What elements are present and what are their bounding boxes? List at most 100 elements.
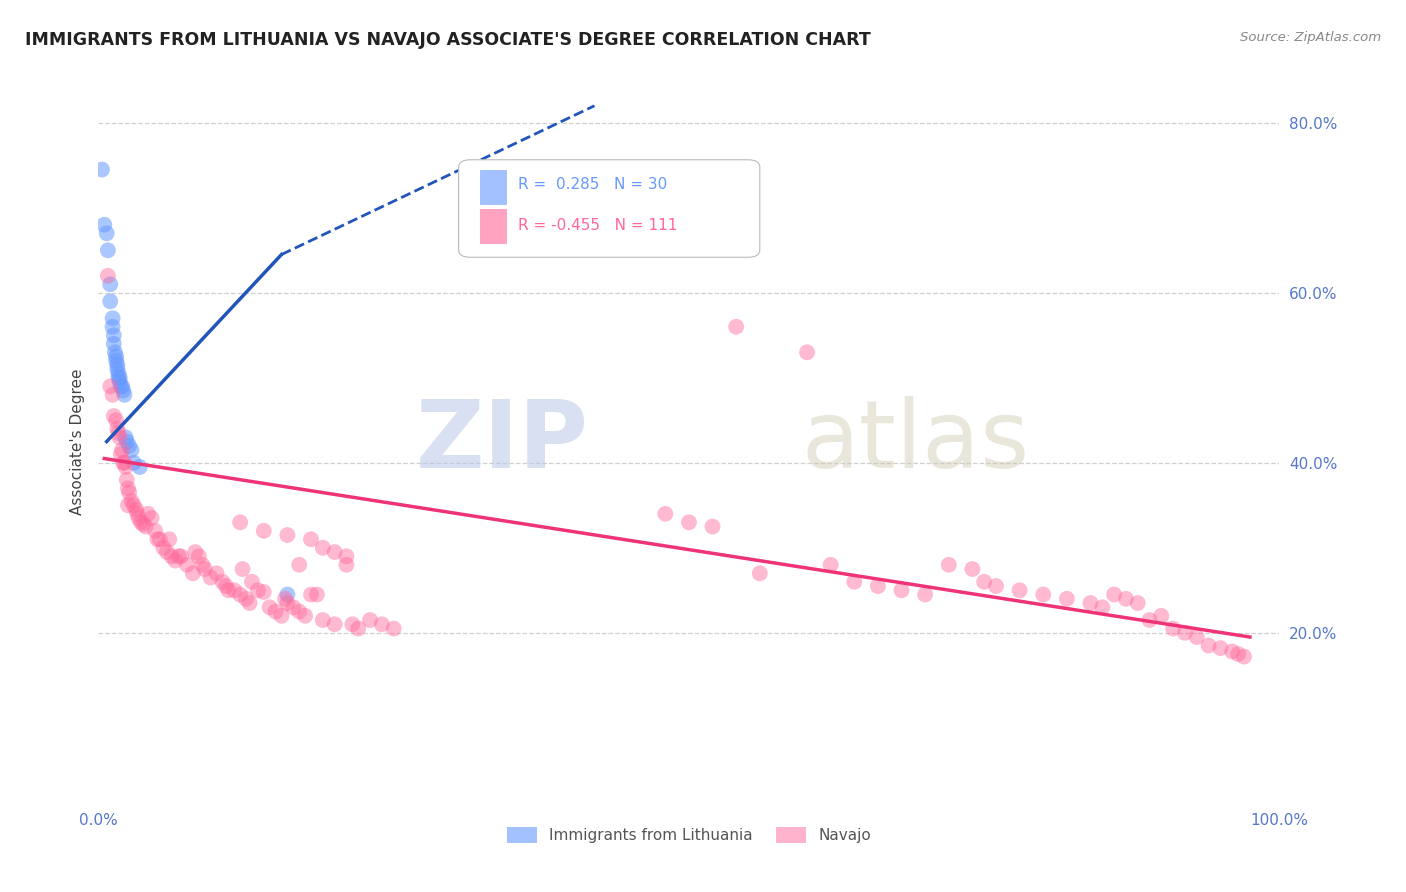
Point bbox=[98, 277, 121, 292]
Point bbox=[112, 456, 135, 470]
Point bbox=[101, 388, 124, 402]
Point bbox=[235, 591, 257, 606]
Point bbox=[1198, 639, 1220, 653]
Text: ZIP: ZIP bbox=[416, 395, 589, 488]
Point bbox=[111, 443, 134, 458]
Point bbox=[283, 600, 305, 615]
Point bbox=[167, 549, 190, 564]
Point bbox=[105, 358, 128, 372]
Point bbox=[117, 498, 139, 512]
Point bbox=[342, 617, 364, 632]
Point bbox=[136, 507, 159, 521]
Point bbox=[229, 516, 252, 530]
Point bbox=[1056, 591, 1078, 606]
Point bbox=[105, 353, 128, 368]
Point bbox=[1150, 608, 1173, 623]
Point bbox=[1220, 644, 1243, 658]
Point bbox=[1174, 625, 1197, 640]
Point bbox=[97, 244, 120, 258]
Point bbox=[274, 591, 297, 606]
Point bbox=[103, 409, 125, 423]
Point bbox=[118, 439, 141, 453]
Text: atlas: atlas bbox=[801, 395, 1029, 488]
Point bbox=[276, 596, 298, 610]
Point bbox=[107, 425, 129, 440]
Point bbox=[347, 622, 370, 636]
Point bbox=[105, 422, 128, 436]
Point bbox=[323, 545, 346, 559]
Point bbox=[129, 516, 152, 530]
Point bbox=[122, 498, 145, 512]
Point bbox=[253, 585, 276, 599]
Point bbox=[187, 549, 209, 564]
Point bbox=[107, 371, 129, 385]
Point bbox=[259, 600, 281, 615]
Point bbox=[117, 481, 139, 495]
Point bbox=[91, 162, 114, 177]
Point bbox=[101, 319, 124, 334]
Point bbox=[973, 574, 995, 589]
Point bbox=[105, 413, 128, 427]
Point bbox=[156, 545, 179, 559]
Point bbox=[127, 507, 149, 521]
Point bbox=[105, 350, 128, 364]
Point bbox=[224, 583, 246, 598]
Point bbox=[122, 456, 145, 470]
Point bbox=[170, 549, 193, 564]
Point bbox=[270, 608, 292, 623]
Point bbox=[98, 379, 121, 393]
Point bbox=[312, 613, 335, 627]
Point bbox=[205, 566, 228, 581]
Point bbox=[962, 562, 984, 576]
Point bbox=[118, 485, 141, 500]
Point bbox=[104, 345, 127, 359]
Point bbox=[135, 519, 157, 533]
Point bbox=[111, 379, 134, 393]
Point bbox=[143, 524, 166, 538]
Point bbox=[276, 528, 298, 542]
Point bbox=[1008, 583, 1031, 598]
Point bbox=[702, 519, 724, 533]
Point bbox=[191, 558, 214, 572]
Point bbox=[1102, 588, 1125, 602]
Point bbox=[125, 502, 148, 516]
Point bbox=[1115, 591, 1137, 606]
Point bbox=[112, 456, 135, 470]
Point bbox=[359, 613, 381, 627]
Point bbox=[890, 583, 912, 598]
Point bbox=[1209, 641, 1232, 656]
Text: R =  0.285   N = 30: R = 0.285 N = 30 bbox=[517, 177, 666, 192]
Legend: Immigrants from Lithuania, Navajo: Immigrants from Lithuania, Navajo bbox=[501, 822, 877, 849]
Point bbox=[1080, 596, 1102, 610]
Point bbox=[288, 558, 311, 572]
Point bbox=[115, 473, 138, 487]
Bar bbox=[479, 209, 506, 244]
Point bbox=[176, 558, 198, 572]
Point bbox=[382, 622, 405, 636]
Point bbox=[229, 588, 252, 602]
Point bbox=[110, 379, 132, 393]
Point bbox=[1091, 600, 1114, 615]
Point bbox=[132, 516, 155, 531]
Point bbox=[335, 558, 357, 572]
Point bbox=[1185, 630, 1208, 644]
Point bbox=[108, 430, 131, 444]
Point bbox=[121, 494, 143, 508]
Text: R = -0.455   N = 111: R = -0.455 N = 111 bbox=[517, 218, 678, 233]
Point bbox=[748, 566, 770, 581]
Point bbox=[112, 384, 135, 398]
Point bbox=[146, 533, 169, 547]
Point bbox=[200, 570, 222, 584]
Point bbox=[276, 588, 298, 602]
Point bbox=[866, 579, 889, 593]
Point bbox=[305, 588, 328, 602]
Point bbox=[820, 558, 842, 572]
Point bbox=[107, 367, 129, 381]
Point bbox=[128, 511, 150, 525]
Point bbox=[93, 218, 115, 232]
Point bbox=[103, 328, 125, 343]
Point bbox=[115, 434, 138, 449]
Point bbox=[157, 533, 180, 547]
Point bbox=[1227, 647, 1250, 661]
Point bbox=[253, 524, 276, 538]
